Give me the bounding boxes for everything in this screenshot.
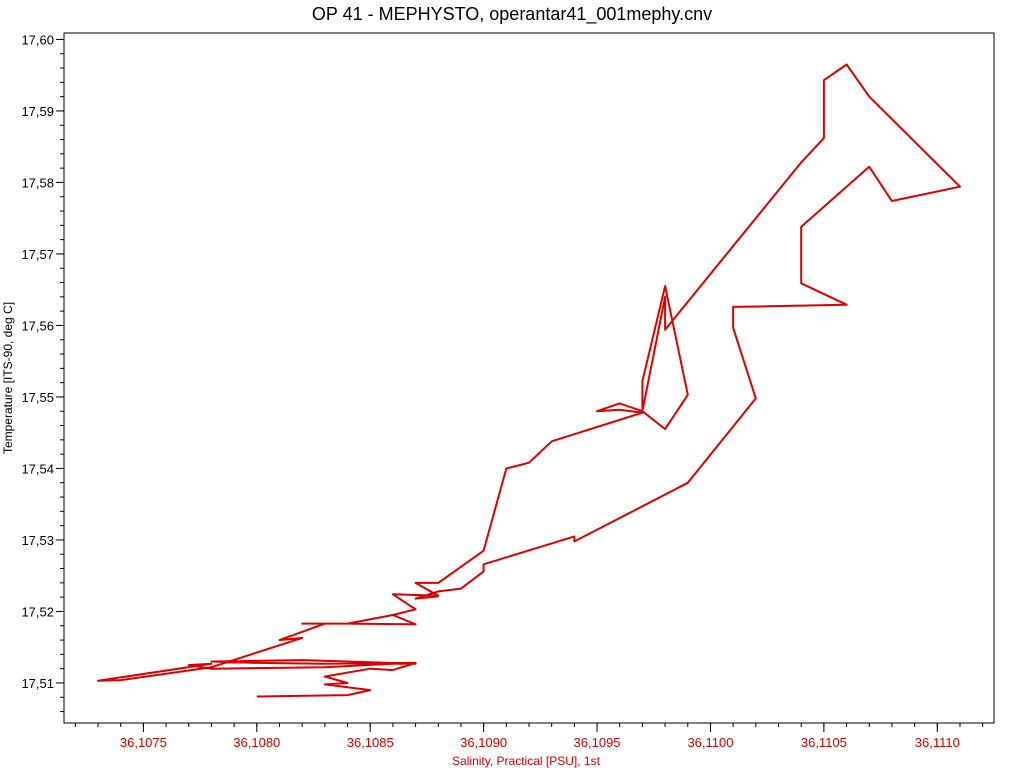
y-tick-label: 17,52	[21, 604, 54, 619]
y-tick-label: 17,51	[21, 676, 54, 691]
y-axis-label: Temperature [ITS-90, deg C]	[1, 302, 15, 454]
chart-title: OP 41 - MEPHYSTO, operantar41_001mephy.c…	[312, 4, 712, 25]
y-tick-label: 17,58	[21, 175, 54, 190]
x-tick-label: 36,1075	[120, 735, 167, 750]
x-tick-label: 36,1110	[915, 735, 960, 750]
y-tick-label: 17,54	[21, 461, 54, 476]
x-tick-label: 36,1090	[460, 735, 507, 750]
x-tick-label: 36,1105	[801, 735, 847, 750]
series-line	[97, 63, 961, 698]
y-tick-label: 17,55	[21, 390, 54, 405]
y-tick-label: 17,56	[21, 318, 54, 333]
x-axis-label: Salinity, Practical [PSU], 1st	[452, 754, 600, 768]
x-tick-label: 36,1095	[574, 735, 621, 750]
x-tick-label: 36,1080	[233, 735, 280, 750]
y-tick-label: 17,53	[21, 533, 54, 548]
y-tick-label: 17,59	[21, 104, 54, 119]
y-axis: 17,51 17,52 17,53 17,54 17,55 17,56 17,57 17,58…	[21, 32, 64, 713]
x-axis: 36,1075 36,1080 36,1085 36,1090 36,1095 36,11…	[74, 723, 984, 750]
y-tick-label: 17,57	[21, 247, 54, 262]
y-tick-label: 17,60	[21, 32, 54, 47]
x-tick-label: 36,1100	[687, 735, 733, 750]
x-tick-label: 36,1085	[347, 735, 394, 750]
